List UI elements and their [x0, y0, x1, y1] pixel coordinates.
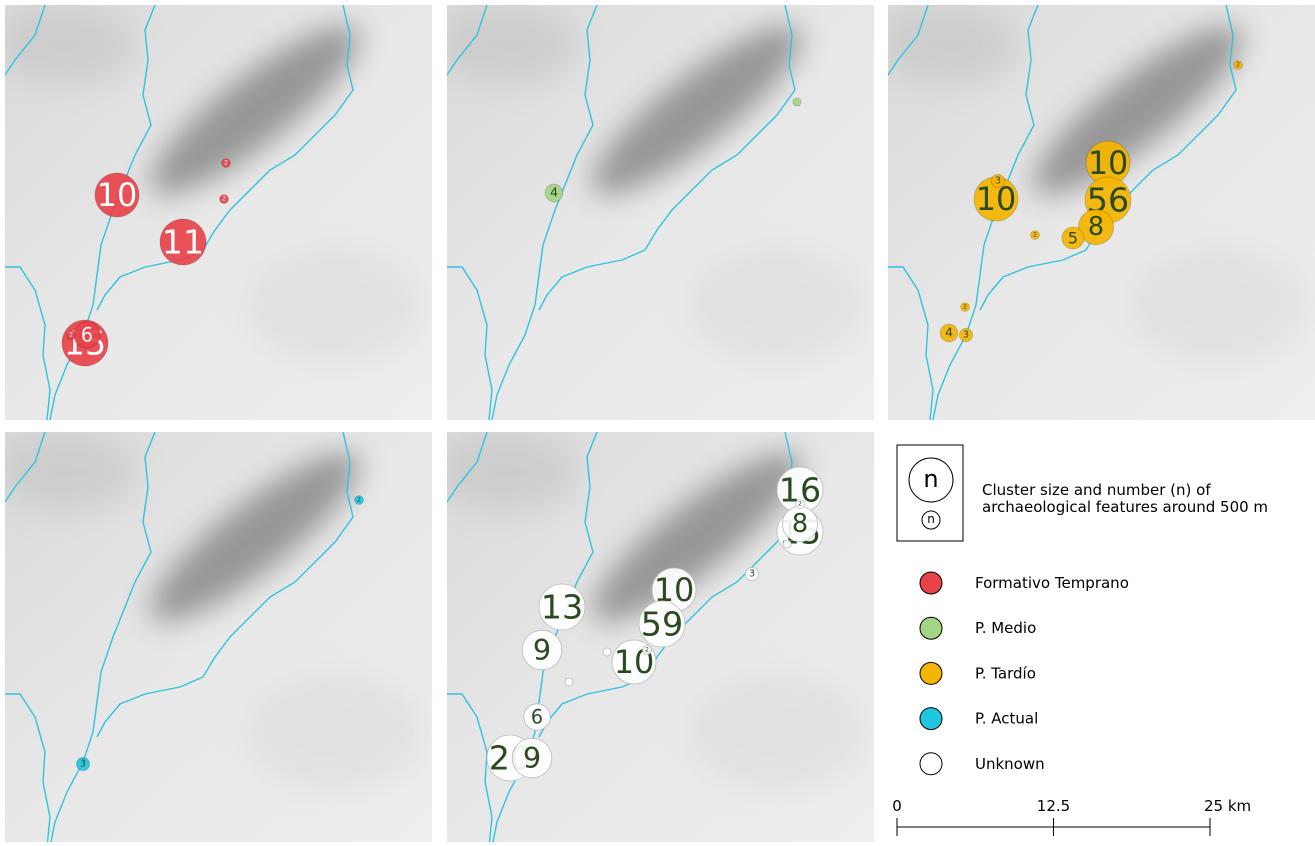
figure: 1011221562421056851032243231516823105913…	[0, 0, 1315, 842]
legend-label: Unknown	[975, 755, 1045, 773]
legend-label: P. Tardío	[975, 664, 1036, 682]
legend-swatch	[920, 753, 942, 775]
cluster-label: 2	[1236, 62, 1240, 69]
cluster-label: 9	[533, 633, 551, 667]
cluster-label: 10	[97, 176, 138, 214]
terrain	[437, 3, 874, 420]
size-symbol-label: n	[923, 465, 938, 493]
legend-label: P. Actual	[975, 710, 1038, 728]
scale-label: 12.5	[1037, 797, 1070, 815]
cluster-label: 2	[645, 647, 649, 654]
cluster	[793, 98, 801, 106]
cluster	[603, 648, 611, 656]
map-panel: 23	[0, 430, 432, 842]
cluster-label: 3	[80, 759, 86, 770]
cluster-label: 3	[749, 569, 755, 580]
cluster-label: 2	[963, 304, 967, 311]
cluster	[783, 540, 791, 548]
cluster-label: 11	[162, 223, 204, 262]
map-panel: 4	[437, 3, 874, 420]
cluster-label: 3	[995, 176, 1001, 187]
legend-label: P. Medio	[975, 619, 1036, 637]
cluster	[565, 678, 573, 686]
map-panel: 1011221562	[0, 3, 432, 420]
cluster-label: 6	[81, 324, 93, 347]
legend-swatch	[920, 662, 942, 684]
cluster-label: 8	[792, 509, 808, 539]
legend-text: Cluster size and number (n) of	[982, 481, 1211, 499]
size-symbol-label: n	[927, 512, 935, 526]
cluster-label: 2	[69, 332, 73, 339]
cluster-label: 2	[798, 501, 802, 508]
cluster-label: 59	[641, 605, 683, 644]
cluster-label: 6	[531, 706, 543, 729]
terrain	[0, 430, 432, 842]
legend-swatch	[920, 572, 942, 594]
cluster-label: 2	[222, 196, 226, 203]
cluster-label: 5	[1068, 229, 1078, 248]
legend-swatch	[920, 708, 942, 730]
cluster-label: 8	[1088, 212, 1104, 242]
legend-swatch	[920, 617, 942, 639]
cluster-label: 13	[541, 588, 583, 627]
cluster-label: 2	[357, 497, 361, 504]
map-panel: 151682310591391026209	[437, 430, 874, 842]
cluster-label: 3	[963, 330, 969, 341]
cluster-label: 4	[945, 326, 953, 341]
cluster-label: 10	[1088, 144, 1129, 182]
cluster-label: 2	[1033, 232, 1037, 239]
cluster-label: 4	[550, 186, 558, 201]
scale-label: 25 km	[1204, 797, 1251, 815]
scale-label: 0	[892, 797, 902, 815]
cluster-label: 2	[224, 160, 228, 167]
legend-text: archaeological features around 500 m	[982, 498, 1268, 516]
cluster-label: 9	[523, 741, 541, 775]
legend-label: Formativo Temprano	[975, 574, 1129, 592]
